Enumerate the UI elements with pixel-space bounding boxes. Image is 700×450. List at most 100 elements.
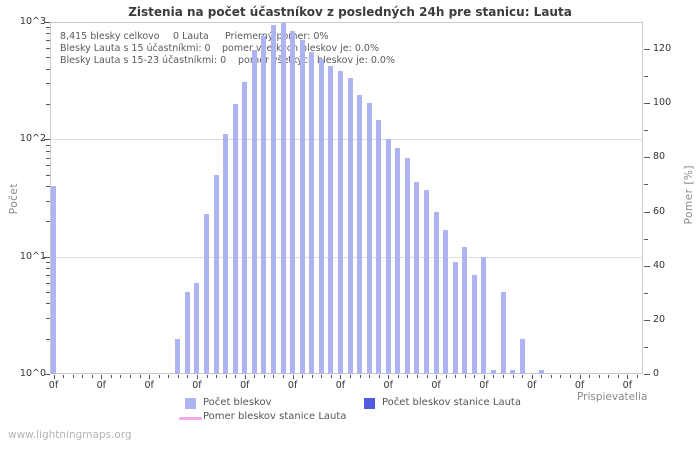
x-axis-major-tick (436, 375, 438, 379)
x-axis-major-tick (531, 375, 533, 379)
legend-label-station-ratio: Pomer bleskov stanice Lauta (203, 411, 347, 422)
y-axis-right-major-tick (644, 319, 650, 321)
x-axis-tick-label: 0f (383, 380, 393, 391)
x-axis-minor-tick (82, 375, 84, 378)
x-axis-major-tick (149, 375, 151, 379)
bar (328, 66, 334, 374)
x-axis-major-tick (53, 375, 55, 379)
y-axis-right-tick-label: 120 (653, 43, 672, 55)
x-axis-major-tick (579, 375, 581, 379)
bar (414, 182, 420, 374)
x-axis-minor-tick (273, 375, 275, 378)
x-axis-minor-tick (139, 375, 141, 378)
x-axis-minor-tick (263, 375, 265, 378)
x-axis-minor-tick (330, 375, 332, 378)
x-axis-minor-tick (72, 375, 74, 378)
bar (290, 30, 296, 374)
x-axis-minor-tick (426, 375, 428, 378)
y-axis-left-major-tick (44, 374, 50, 375)
x-axis-minor-tick (378, 375, 380, 378)
x-axis-tick-label: 0f (48, 380, 59, 391)
x-axis-minor-tick (187, 375, 189, 378)
ratio-15-23-participants-text: pomer všetkých bleskov je: 0.0% (238, 55, 395, 66)
x-axis-minor-tick (636, 375, 638, 378)
x-axis-minor-tick (550, 375, 552, 378)
y-axis-left-minor-tick (46, 57, 50, 59)
x-axis-minor-tick (522, 375, 524, 378)
x-axis-tick-label: 0f (479, 380, 489, 391)
bar (481, 256, 487, 374)
bar (395, 147, 401, 374)
y-axis-left-minor-tick (46, 33, 50, 35)
y-axis-right-major-tick (644, 374, 650, 375)
bar (424, 189, 430, 374)
y-axis-left-minor-tick (46, 338, 50, 340)
legend-label-count: Počet bleskov (203, 397, 272, 408)
total-strikes-text: 8,415 blesky celkovo (60, 31, 160, 42)
x-axis-minor-tick (283, 375, 285, 378)
y-axis-left-minor-tick (46, 144, 50, 146)
bar (280, 23, 286, 374)
x-axis-minor-tick (503, 375, 505, 378)
y-axis-right-tick-label: 60 (653, 205, 666, 217)
bar (404, 157, 410, 374)
y-axis-left-minor-tick (46, 27, 50, 29)
bar (538, 370, 544, 374)
x-axis-minor-tick (254, 375, 256, 378)
x-axis-tick-label: 0f (622, 380, 633, 391)
x-axis-minor-tick (560, 375, 562, 378)
strikes-15-23-participants-text: Blesky Lauta s 15-23 účastníkmi: 0 (60, 55, 227, 66)
x-axis-tick-label: 0f (192, 380, 202, 391)
y-axis-left-minor-tick (46, 40, 50, 42)
y-axis-right-minor-tick (644, 238, 648, 240)
y-axis-left-major-tick (44, 139, 50, 141)
bar (337, 71, 343, 374)
chart-title: Zistenia na počet účastníkov z poslednýc… (128, 5, 572, 19)
y-axis-right-tick-label: 0 (653, 368, 660, 379)
y-axis-left-minor-tick (46, 200, 50, 202)
bar (490, 370, 496, 374)
x-axis-minor-tick (63, 375, 65, 378)
y-axis-left-minor-tick (46, 48, 50, 50)
x-axis-minor-tick (397, 375, 399, 378)
x-axis-minor-tick (474, 375, 476, 378)
x-axis-minor-tick (177, 375, 179, 378)
bar (471, 274, 477, 374)
x-axis-minor-tick (130, 375, 132, 378)
y-axis-right-minor-tick (644, 130, 648, 132)
x-axis-minor-tick (455, 375, 457, 378)
y-axis-left-minor-tick (46, 165, 50, 167)
x-axis-minor-tick (445, 375, 447, 378)
bar (462, 247, 468, 374)
bar (175, 338, 181, 374)
y-axis-right-major-tick (644, 49, 650, 51)
bar (433, 212, 439, 374)
y-axis-right-major-tick (644, 157, 650, 159)
x-axis-title: Prispievatelia (577, 391, 648, 403)
bar (261, 35, 267, 374)
x-axis-major-tick (627, 375, 629, 379)
x-axis-minor-tick (512, 375, 514, 378)
x-axis-minor-tick (569, 375, 571, 378)
bar (309, 52, 315, 374)
strikes-15-participants-text: Blesky Lauta s 15 účastníkmi: 0 (60, 43, 211, 54)
y-axis-left-minor-tick (46, 221, 50, 223)
x-axis-minor-tick (225, 375, 227, 378)
y-axis-right-tick-label: 20 (653, 313, 666, 325)
x-axis-minor-tick (369, 375, 371, 378)
y-axis-left-minor-tick (46, 268, 50, 270)
y-axis-right-tick-label: 100 (653, 97, 672, 109)
gridline (50, 139, 643, 141)
bar (51, 186, 56, 374)
x-axis-tick-label: 0f (96, 380, 106, 391)
legend-line-station-ratio (179, 417, 202, 420)
x-axis-minor-tick (168, 375, 170, 378)
y-axis-left-tick-label: 10^0 (19, 368, 46, 379)
y-axis-right-minor-tick (644, 346, 648, 348)
x-axis-major-tick (388, 375, 390, 379)
y-axis-left-minor-tick (46, 174, 50, 176)
y-axis-left-minor-tick (46, 157, 50, 159)
bar (251, 49, 257, 374)
x-axis-minor-tick (617, 375, 619, 378)
site-watermark: www.lightningmaps.org (8, 429, 132, 441)
